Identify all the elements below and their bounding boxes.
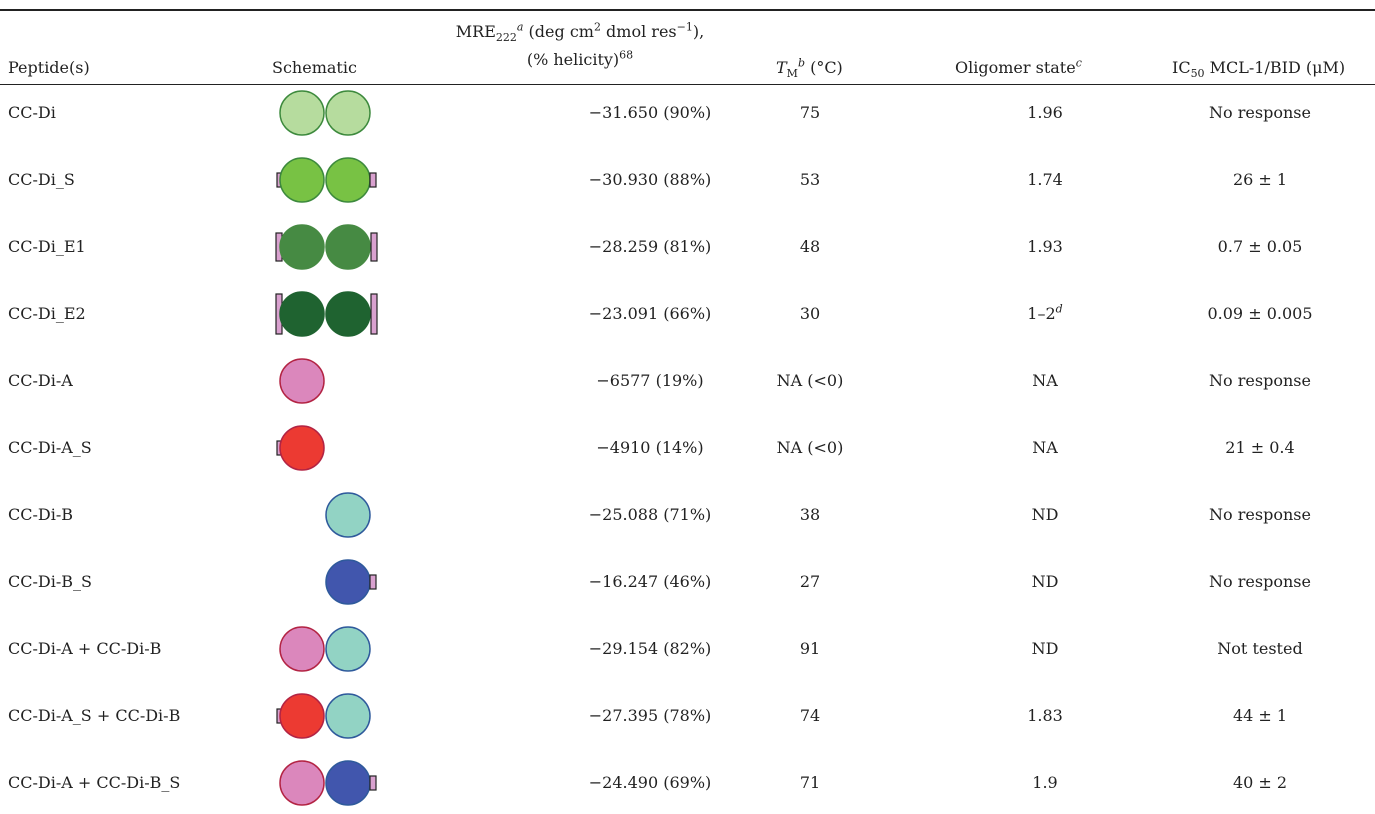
peptide-name: CC-Di_E1 bbox=[8, 237, 86, 256]
peptide-schematic bbox=[279, 626, 371, 672]
helix-circle bbox=[279, 425, 325, 471]
ic50-value: 0.09 ± 0.005 bbox=[1207, 304, 1313, 323]
tag-marker bbox=[369, 574, 377, 590]
oligomer-value: ND bbox=[1031, 639, 1059, 658]
mre-value: −29.154 (82%) bbox=[588, 639, 712, 658]
ic50-value: 40 ± 2 bbox=[1232, 773, 1288, 792]
tm-value: NA (<0) bbox=[776, 438, 844, 457]
mre-value: −27.395 (78%) bbox=[588, 706, 712, 725]
header-schematic: Schematic bbox=[272, 58, 357, 77]
tag-marker bbox=[370, 293, 378, 335]
mre-value: −16.247 (46%) bbox=[588, 572, 712, 591]
header-mre: MRE222a (deg cm2 dmol res−1), (% helicit… bbox=[455, 20, 705, 69]
mre-value: −25.088 (71%) bbox=[588, 505, 712, 524]
peptide-name: CC-Di-B bbox=[8, 505, 73, 524]
oligomer-value: 1.74 bbox=[1027, 170, 1063, 189]
oligomer-value: 1.96 bbox=[1027, 103, 1063, 122]
peptide-schematic bbox=[279, 358, 325, 404]
tm-value: 74 bbox=[799, 706, 821, 725]
tm-value: NA (<0) bbox=[776, 371, 844, 390]
header-tm: TMb (°C) bbox=[776, 56, 843, 81]
mre-value: −31.650 (90%) bbox=[588, 103, 712, 122]
tm-value: 71 bbox=[799, 773, 821, 792]
helix-circle bbox=[279, 693, 325, 739]
peptide-schematic bbox=[276, 693, 371, 739]
tm-value: 38 bbox=[799, 505, 821, 524]
peptide-schematic bbox=[325, 492, 371, 538]
tm-value: 75 bbox=[799, 103, 821, 122]
helix-circle bbox=[279, 760, 325, 806]
tm-value: 30 bbox=[799, 304, 821, 323]
oligomer-value: ND bbox=[1031, 505, 1059, 524]
peptide-name: CC-Di-A bbox=[8, 371, 73, 390]
peptide-name: CC-Di-A_S + CC-Di-B bbox=[8, 706, 181, 725]
ic50-value: Not tested bbox=[1217, 639, 1303, 658]
tm-value: 27 bbox=[799, 572, 821, 591]
mre-value: −4910 (14%) bbox=[596, 438, 704, 457]
peptide-name: CC-Di-B_S bbox=[8, 572, 92, 591]
oligomer-value: ND bbox=[1031, 572, 1059, 591]
helix-circle bbox=[325, 224, 371, 270]
peptide-name: CC-Di_E2 bbox=[8, 304, 86, 323]
ic50-value: 0.7 ± 0.05 bbox=[1217, 237, 1303, 256]
tm-value: 91 bbox=[799, 639, 821, 658]
header-ic50: IC50 MCL-1/BID (μM) bbox=[1172, 58, 1346, 81]
oligomer-value: 1–2d bbox=[1027, 302, 1063, 323]
helix-circle bbox=[279, 224, 325, 270]
oligomer-value: NA bbox=[1032, 371, 1058, 390]
peptide-name: CC-Di-A + CC-Di-B bbox=[8, 639, 162, 658]
header-oligomer: Oligomer statec bbox=[955, 56, 1082, 77]
tm-value: 48 bbox=[799, 237, 821, 256]
helix-circle bbox=[279, 90, 325, 136]
peptide-schematic bbox=[279, 90, 371, 136]
peptide-name: CC-Di_S bbox=[8, 170, 75, 189]
mre-value: −6577 (19%) bbox=[596, 371, 704, 390]
helix-circle bbox=[279, 157, 325, 203]
helix-circle bbox=[325, 291, 371, 337]
mre-value: −23.091 (66%) bbox=[588, 304, 712, 323]
peptide-schematic bbox=[325, 559, 377, 605]
peptide-name: CC-Di-A_S bbox=[8, 438, 92, 457]
helix-circle bbox=[325, 693, 371, 739]
peptide-schematic bbox=[275, 291, 378, 337]
oligomer-value: 1.93 bbox=[1027, 237, 1063, 256]
mre-value: −28.259 (81%) bbox=[588, 237, 712, 256]
ic50-value: 26 ± 1 bbox=[1232, 170, 1288, 189]
helix-circle bbox=[325, 760, 371, 806]
oligomer-value: NA bbox=[1032, 438, 1058, 457]
oligomer-value: 1.83 bbox=[1027, 706, 1063, 725]
header-peptides: Peptide(s) bbox=[8, 58, 90, 77]
oligomer-value: 1.9 bbox=[1032, 773, 1058, 792]
helix-circle bbox=[325, 626, 371, 672]
helix-circle bbox=[279, 291, 325, 337]
helix-circle bbox=[279, 358, 325, 404]
mre-value: −30.930 (88%) bbox=[588, 170, 712, 189]
table-top-rule bbox=[0, 9, 1375, 11]
helix-circle bbox=[325, 90, 371, 136]
ic50-value: No response bbox=[1209, 103, 1311, 122]
peptide-name: CC-Di-A + CC-Di-B_S bbox=[8, 773, 181, 792]
ic50-value: No response bbox=[1209, 505, 1311, 524]
tag-marker bbox=[369, 775, 377, 791]
peptide-name: CC-Di bbox=[8, 103, 56, 122]
mre-value: −24.490 (69%) bbox=[588, 773, 712, 792]
tag-marker bbox=[370, 232, 378, 262]
peptide-schematic bbox=[279, 760, 377, 806]
tm-value: 53 bbox=[799, 170, 821, 189]
tag-marker bbox=[369, 172, 377, 188]
helix-circle bbox=[279, 626, 325, 672]
ic50-value: No response bbox=[1209, 371, 1311, 390]
ic50-value: No response bbox=[1209, 572, 1311, 591]
helix-circle bbox=[325, 492, 371, 538]
helix-circle bbox=[325, 559, 371, 605]
ic50-value: 44 ± 1 bbox=[1232, 706, 1288, 725]
peptide-schematic bbox=[276, 157, 377, 203]
header-rule bbox=[0, 84, 1375, 85]
ic50-value: 21 ± 0.4 bbox=[1225, 438, 1295, 457]
helix-circle bbox=[325, 157, 371, 203]
peptide-schematic bbox=[276, 425, 325, 471]
peptide-schematic bbox=[275, 224, 378, 270]
